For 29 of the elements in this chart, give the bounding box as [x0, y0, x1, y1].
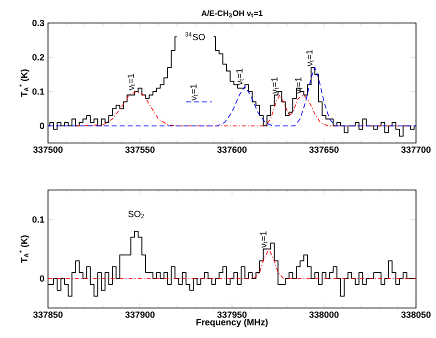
- y-tick-label: 0: [40, 122, 44, 130]
- y-tick-label: 0.1: [32, 88, 44, 95]
- annotation: ν$_{t}$=1: [260, 231, 268, 248]
- x-tick-label: 338050: [401, 312, 431, 318]
- x-axis-title: Frequency (MHz): [196, 318, 268, 328]
- annotation: ν$_{t}$=1: [190, 84, 198, 101]
- y-tick-label: 0.1: [32, 216, 44, 223]
- annotation: ν$_{t}$=1: [271, 77, 278, 94]
- x-tick-label: 337500: [33, 146, 63, 153]
- line-series: [48, 67, 416, 126]
- x-tick-label: 337550: [125, 146, 155, 153]
- y-tick-label: 0: [40, 275, 44, 282]
- annotation: SO$_{2}$: [128, 210, 144, 218]
- y-axis-title: T$_{A}$$^{*}$ (K): [19, 235, 30, 263]
- annotation: ν$_{t}$=1: [128, 74, 135, 90]
- line-series: [48, 248, 416, 279]
- x-tick-label: 338000: [309, 312, 339, 318]
- y-axis-title: T$_{A}$$^{*}$ (K): [19, 69, 30, 97]
- annotation: $^{34}$SO: [185, 32, 205, 40]
- x-tick-label: 337850: [33, 312, 63, 318]
- annotation: ν$_{t}$=1: [306, 50, 314, 66]
- x-tick-label: 337700: [401, 146, 431, 153]
- annotation: ν$_{t}$=1: [236, 68, 244, 86]
- x-tick-label: 337900: [125, 312, 155, 318]
- x-tick-label: 337600: [217, 146, 247, 153]
- y-tick-label: 0.3: [32, 20, 44, 26]
- y-tick-label: 0.2: [32, 54, 44, 60]
- x-tick-label: 337650: [309, 146, 339, 153]
- x-tick-label: 337950: [217, 312, 247, 318]
